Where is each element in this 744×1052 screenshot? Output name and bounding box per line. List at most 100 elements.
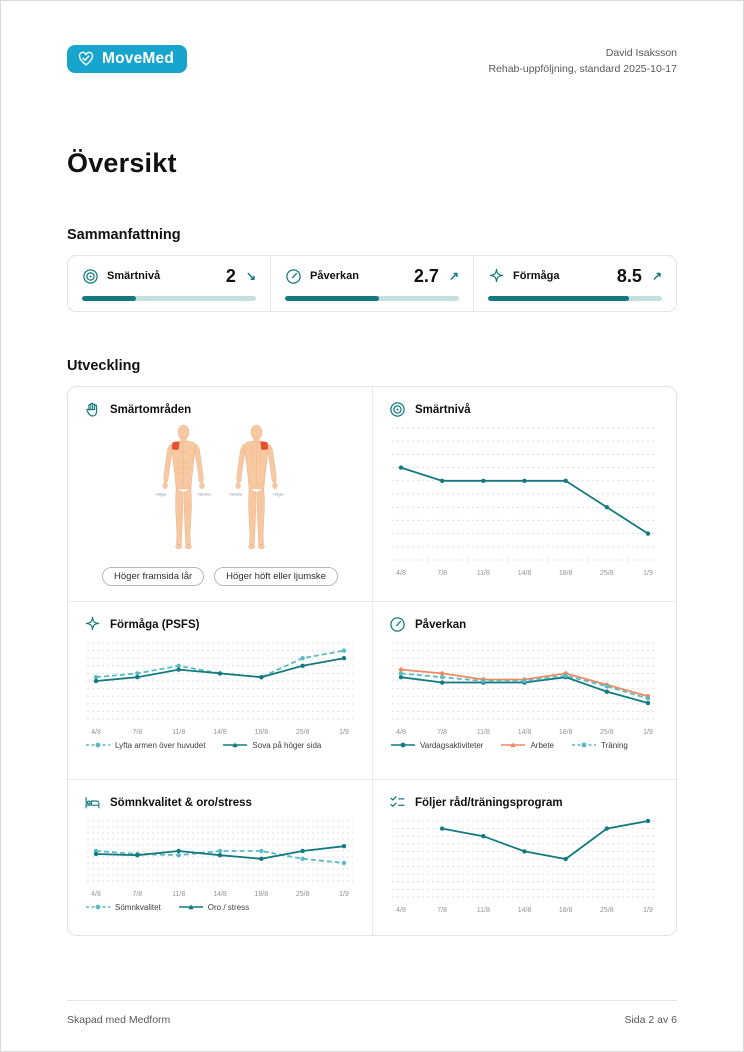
adherence-chart: 4/8 7/8 11/8 14/8 18/8 25/8 1/9 [389, 817, 660, 916]
card-value: 2.7 [413, 265, 439, 286]
svg-text:11/8: 11/8 [172, 729, 185, 736]
card-value: 2 [225, 265, 236, 286]
progress-track [285, 295, 459, 301]
pain-level-chart: 4/8 7/8 11/8 14/8 18/8 25/8 1/9 [389, 424, 660, 579]
card-label: Förmåga [513, 270, 560, 283]
footer: Skapad med Medform Sida 2 av 6 [67, 1000, 677, 1026]
svg-text:1/9: 1/9 [643, 570, 653, 577]
panel-sleep-stress: Sömnkvalitet & oro/stress 4/8 7/8 11/8 14/8… [68, 780, 372, 935]
target-icon [389, 401, 406, 418]
panel-impact: Påverkan 4/8 7/8 11/8 14/8 18/8 25/8 1/9 Varda… [372, 601, 676, 780]
legend-marker-icon [501, 742, 526, 748]
legend-marker-icon [572, 742, 597, 748]
legend-item-label: Lyfta armen över huvudet [115, 740, 206, 750]
summary-card-smartniva: Smärtnivå 2 ↘ [68, 256, 270, 311]
panel-title: Påverkan [415, 618, 467, 631]
legend-item-label: Sömnkvalitet [115, 902, 161, 912]
legend-item: Oro / stress [178, 903, 249, 912]
svg-text:14/8: 14/8 [213, 891, 227, 898]
svg-text:25/8: 25/8 [600, 907, 614, 914]
section-heading-summary: Sammanfattning [67, 226, 181, 243]
svg-text:11/8: 11/8 [477, 907, 490, 914]
pain-area-tag: Höger framsida lår [102, 566, 205, 586]
svg-text:1/9: 1/9 [643, 729, 653, 736]
trend-down-icon: ↘ [245, 269, 256, 284]
svg-text:7/8: 7/8 [437, 729, 447, 736]
back-right-side-label: Höger [273, 491, 285, 496]
summary-card-formaga: Förmåga 8.5 ↗ [473, 255, 676, 311]
target-icon [82, 268, 99, 285]
svg-text:1/9: 1/9 [339, 891, 349, 898]
legend-item: Arbete [501, 741, 554, 750]
hand-icon [84, 401, 101, 418]
movemed-logo: MoveMed [67, 45, 188, 73]
footer-right-page-number: Sida 2 av 6 [624, 1014, 677, 1026]
sleep-stress-chart-legend: Sömnkvalitet Oro / stress [84, 903, 356, 912]
panel-pain-level: Smärtnivå 4/8 7/8 11/8 14/8 18/8 25/8 1/9 [372, 386, 676, 602]
back-left-side-label: Vänster [229, 491, 243, 496]
card-label: Påverkan [310, 270, 359, 283]
svg-text:4/8: 4/8 [396, 729, 406, 736]
svg-text:25/8: 25/8 [296, 729, 310, 736]
legend-marker-icon [86, 742, 110, 748]
header-meta: David Isaksson Rehab-uppföljning, standa… [488, 45, 677, 78]
panel-title: Förmåga (PSFS) [110, 618, 200, 631]
legend-item: Lyfta armen över huvudet [86, 741, 205, 750]
svg-text:25/8: 25/8 [296, 891, 310, 898]
sparkle-icon [488, 268, 505, 285]
impact-chart: 4/8 7/8 11/8 14/8 18/8 25/8 1/9 [389, 639, 660, 738]
card-label: Smärtnivå [107, 270, 161, 283]
legend-item: Sömnkvalitet [86, 903, 161, 912]
svg-text:18/8: 18/8 [255, 891, 269, 898]
ability-chart: 4/8 7/8 11/8 14/8 18/8 25/8 1/9 [84, 639, 356, 738]
svg-text:4/8: 4/8 [91, 891, 101, 898]
impact-chart-legend: Vardagsaktiviteter Arbete Träning [389, 741, 660, 750]
legend-marker-icon [223, 742, 248, 748]
svg-text:18/8: 18/8 [255, 729, 269, 736]
svg-text:7/8: 7/8 [437, 907, 447, 914]
progress-track [82, 295, 256, 301]
panel-title: Smärtområden [110, 403, 192, 416]
panel-adherence: Följer råd/träningsprogram 4/8 7/8 11/8 14/… [372, 779, 676, 935]
heart-icon [77, 50, 95, 68]
page-title: Översikt [67, 147, 177, 178]
svg-text:7/8: 7/8 [437, 570, 447, 577]
panel-title: Följer råd/träningsprogram [415, 796, 563, 809]
gauge-icon [285, 268, 302, 285]
svg-text:1/9: 1/9 [339, 729, 349, 736]
svg-text:1/9: 1/9 [643, 907, 653, 914]
svg-text:11/8: 11/8 [477, 570, 490, 577]
trend-up-icon: ↗ [651, 269, 662, 284]
pain-area-tags: Höger framsida lår Höger höft eller ljum… [84, 566, 356, 586]
legend-item: Sova på höger sida [223, 741, 321, 750]
progress-fill [488, 295, 629, 301]
front-right-side-label: Vänster [197, 491, 211, 496]
legend-item-label: Vardagsaktiviteter [420, 740, 484, 750]
logo-text: MoveMed [102, 50, 175, 67]
bed-icon [84, 794, 101, 811]
sleep-stress-chart: 4/8 7/8 11/8 14/8 18/8 25/8 1/9 [84, 817, 356, 900]
summary-cards: Smärtnivå 2 ↘ Påverkan 2.7 ↗ [67, 254, 677, 312]
legend-item: Träning [572, 741, 628, 750]
svg-text:7/8: 7/8 [132, 729, 142, 736]
front-left-side-label: Höger [156, 491, 168, 496]
progress-fill [285, 295, 379, 301]
svg-text:18/8: 18/8 [559, 570, 573, 577]
checklist-icon [389, 794, 406, 811]
svg-text:14/8: 14/8 [518, 907, 532, 914]
legend-marker-icon [391, 742, 415, 748]
header: MoveMed David Isaksson Rehab-uppföljning… [67, 45, 677, 78]
svg-text:14/8: 14/8 [213, 729, 227, 736]
panel-title: Smärtnivå [415, 403, 471, 416]
legend-item-label: Sova på höger sida [252, 740, 322, 750]
svg-text:14/8: 14/8 [518, 570, 532, 577]
svg-text:25/8: 25/8 [600, 729, 614, 736]
trend-up-icon: ↗ [448, 269, 459, 284]
svg-text:4/8: 4/8 [396, 570, 406, 577]
svg-text:7/8: 7/8 [132, 891, 142, 898]
panel-ability-psfs: Förmåga (PSFS) 4/8 7/8 11/8 14/8 18/8 25/8 1/9… [68, 602, 372, 780]
body-front-figure: Höger Vänster [155, 424, 212, 560]
report-subtitle: Rehab-uppföljning, standard 2025-10-17 [488, 63, 677, 76]
progress-fill [82, 295, 136, 301]
legend-item-label: Arbete [530, 740, 555, 750]
